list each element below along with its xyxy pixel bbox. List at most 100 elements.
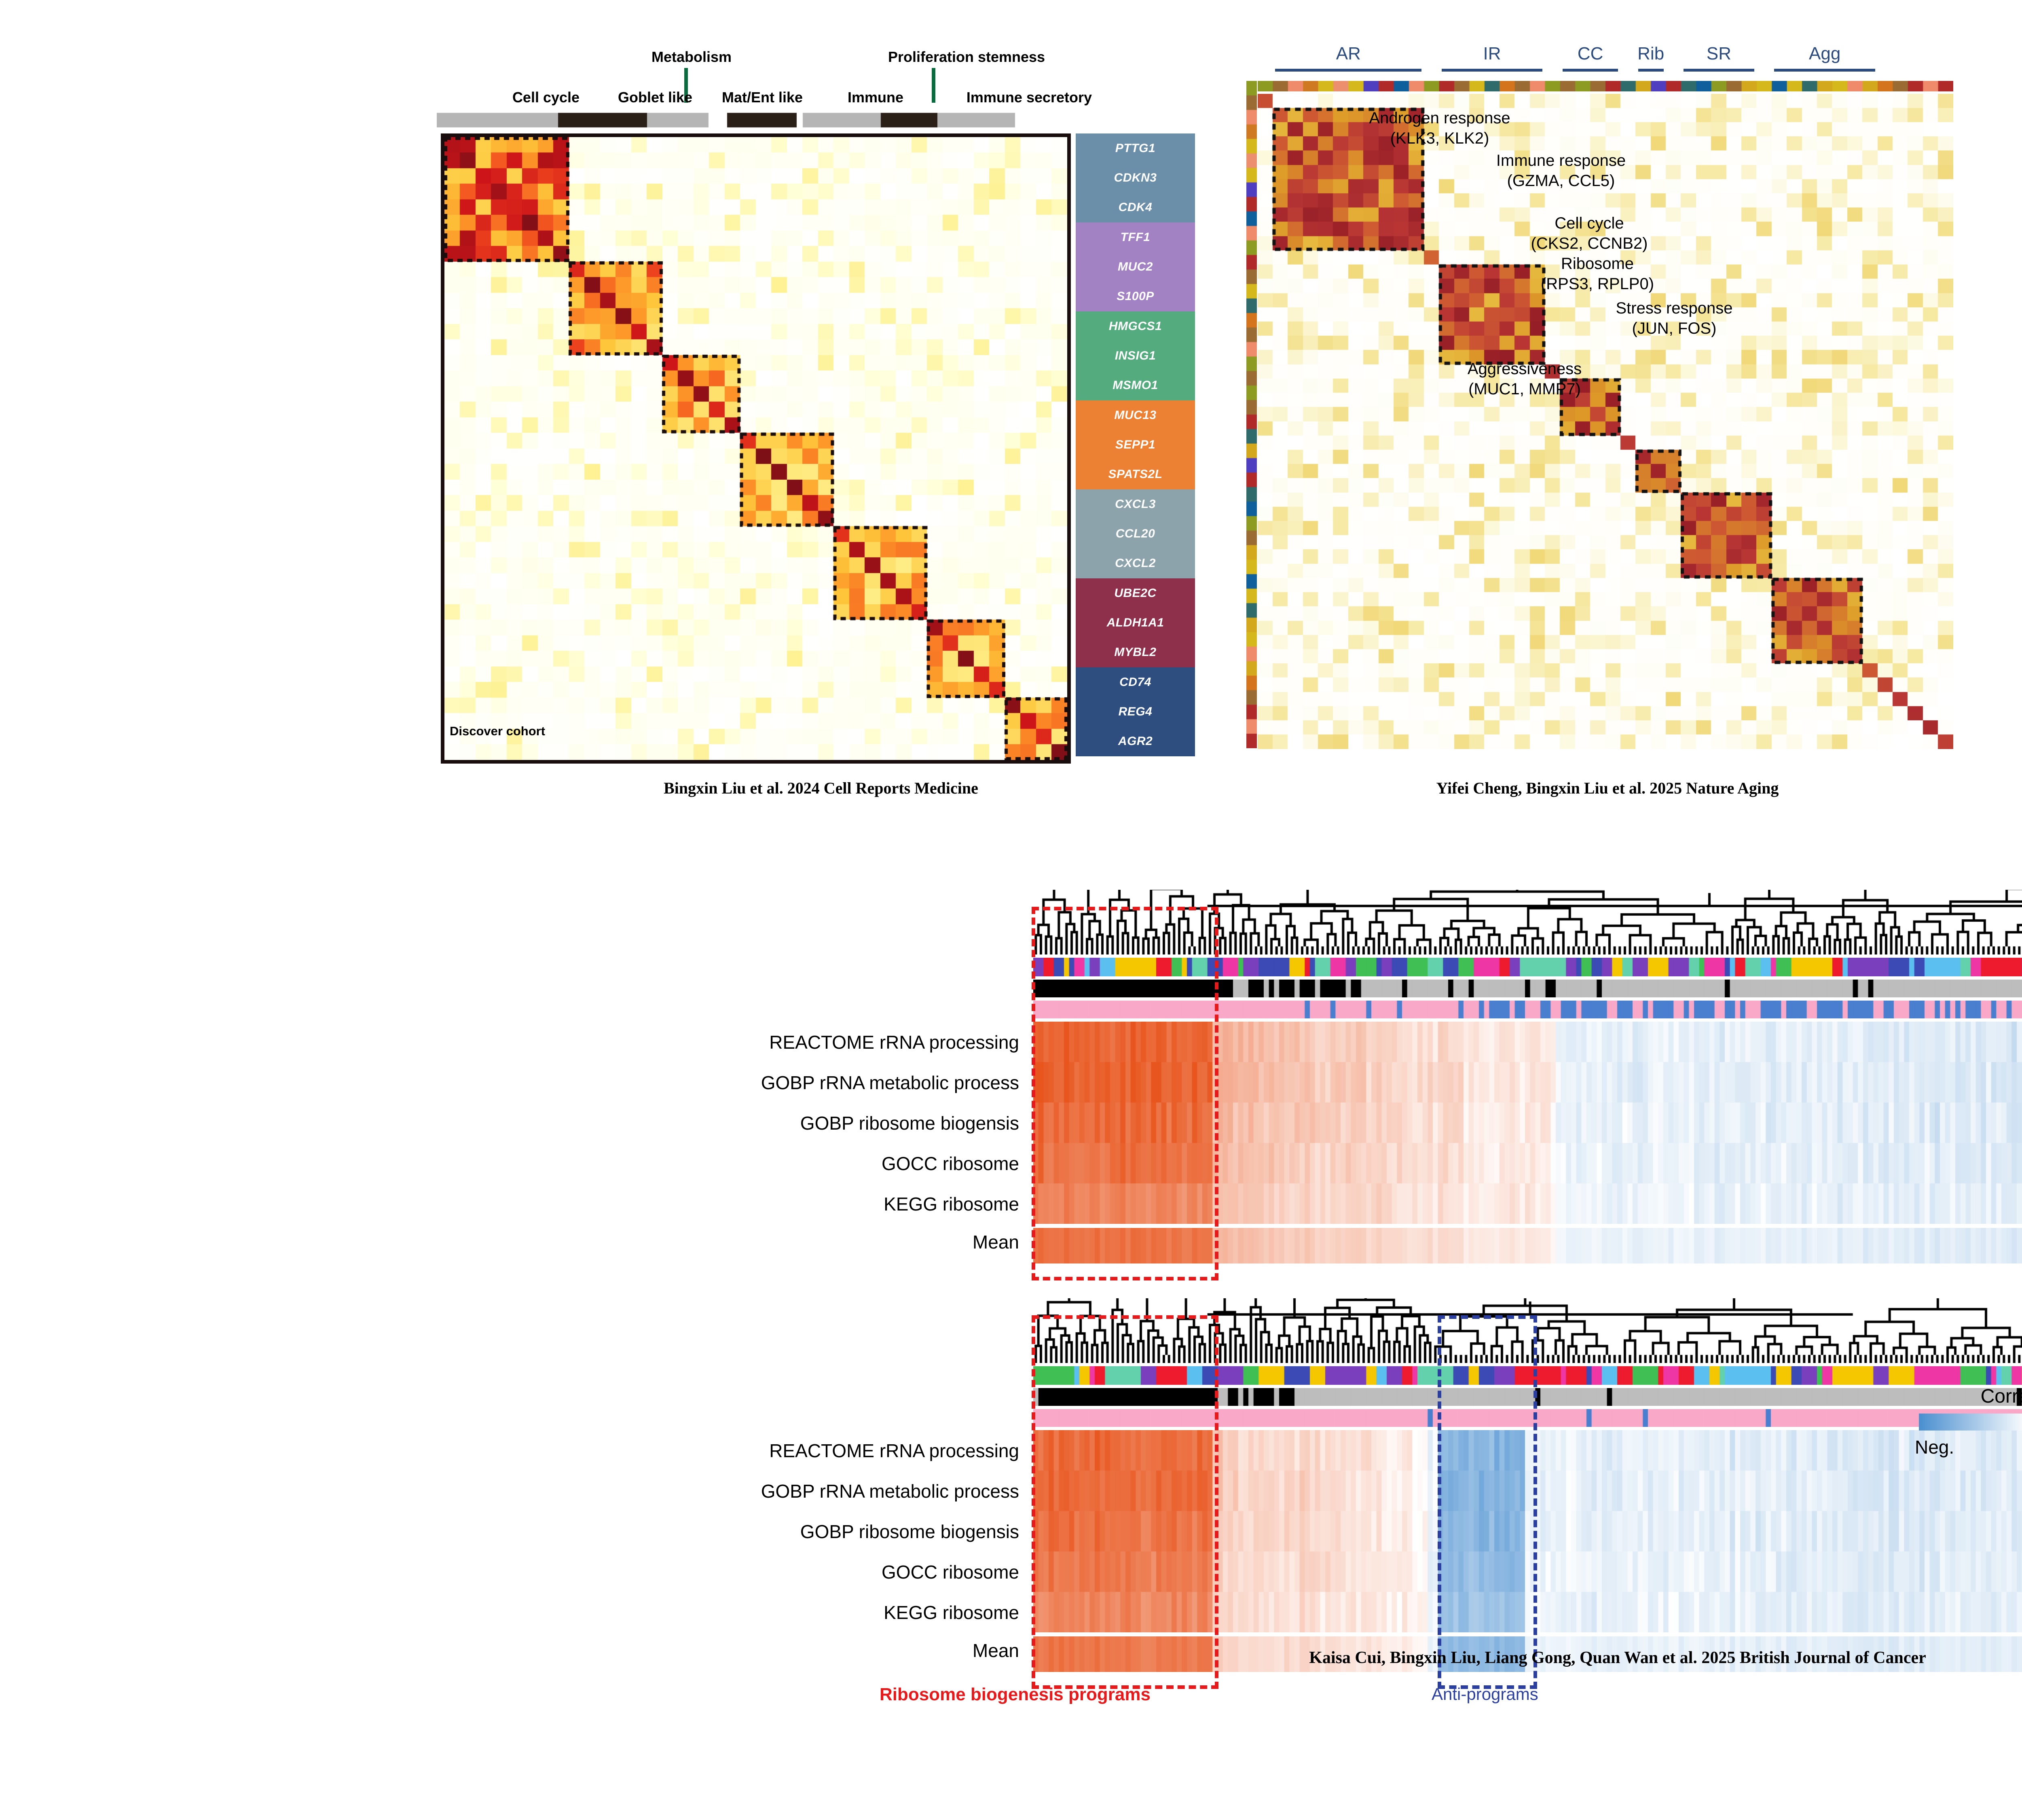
panel-b-annotation-2-genes: (GZMA, CCL5) bbox=[1507, 172, 1615, 190]
gene-label: MSMO1 bbox=[1113, 379, 1158, 392]
panel-a-top-label-cell-cycle: Cell cycle bbox=[512, 89, 580, 106]
gene-label: CD74 bbox=[1119, 675, 1151, 689]
correlation-legend: Correlation Neg. Pos. bbox=[1915, 1385, 2022, 1474]
panel-d-row-label: KEGG ribosome bbox=[884, 1194, 1019, 1215]
panel-d-lower-cancer-type-track bbox=[1033, 1366, 2022, 1385]
panel-d-row-label: GOBP rRNA metabolic process bbox=[761, 1481, 1019, 1502]
panel-a: Metabolism Proliferation stemness Cell c… bbox=[421, 40, 1221, 777]
panel-b-program-label-agg: Agg bbox=[1809, 44, 1841, 63]
panel-d-upper-over10-track bbox=[1033, 1001, 2022, 1018]
panel-b-annotation-5-title: Stress response bbox=[1616, 299, 1733, 317]
panel-d-lower-heatmap bbox=[1033, 1430, 2022, 1632]
panel-b-left-annotation-strip bbox=[1246, 81, 1257, 748]
gene-label: REG4 bbox=[1118, 705, 1153, 718]
panel-a-group-bar bbox=[437, 111, 1068, 129]
panel-b-cluster-annotations: Androgen response (KLK3, KLK2) Immune resp… bbox=[1242, 40, 1969, 777]
panel-a-top-label-metabolism: Metabolism bbox=[651, 49, 732, 65]
panel-b-caption: Yifei Cheng, Bingxin Liu et al. 2025 Nat… bbox=[1436, 779, 1779, 797]
gene-group-5: CXCL3 CCL20 CXCL2 bbox=[1076, 489, 1195, 578]
panel-b-annotation-3-genes: (CKS2, CCNB2) bbox=[1531, 235, 1648, 252]
panel-d-row-label: Mean bbox=[972, 1232, 1019, 1253]
panel-b-program-underline bbox=[1683, 69, 1754, 72]
panel-a-top-label-goblet-like: Goblet like bbox=[618, 89, 693, 106]
panel-b-program-label-ar: AR bbox=[1336, 44, 1361, 63]
gene-label: CXCL2 bbox=[1115, 557, 1156, 570]
panel-a-heatmap bbox=[441, 133, 1071, 764]
panel-b-program-labels: AR IR CC Rib SR Agg bbox=[1242, 40, 1969, 93]
gene-group-4: MUC13 SEPP1 SPATS2L bbox=[1076, 400, 1195, 489]
gene-label: HMGCS1 bbox=[1108, 319, 1162, 333]
panel-d-lower-mean-row bbox=[1033, 1636, 2022, 1672]
panel-b-program-underline bbox=[1441, 69, 1543, 72]
panel-b: AR IR CC Rib SR Agg Androgen response (KLK3, K… bbox=[1242, 40, 1969, 777]
gene-label: SPATS2L bbox=[1108, 468, 1163, 481]
panel-b-annotation-4-genes: (RPS3, RPLP0) bbox=[1540, 275, 1654, 293]
panel-a-top-label-immune-secretory: Immune secretory bbox=[966, 89, 1092, 106]
panel-d-row-label: GOBP ribosome biogensis bbox=[800, 1113, 1019, 1134]
panel-d-upper-dendrogram bbox=[1033, 890, 2022, 954]
panel-a-top-label-mat-ent-like: Mat/Ent like bbox=[721, 89, 803, 106]
panel-d-row-label: REACTOME rRNA processing bbox=[769, 1440, 1019, 1461]
panel-d-caption: Kaisa Cui, Bingxin Liu, Liang Gong, Quan… bbox=[1309, 1649, 1926, 1667]
correlation-legend-min: Neg. bbox=[1915, 1437, 1954, 1458]
panel-b-program-underline bbox=[1774, 69, 1876, 72]
panel-b-program-label-cc: CC bbox=[1577, 44, 1603, 63]
gene-label: MUC13 bbox=[1114, 408, 1157, 422]
panel-b-annotation-3-title: Cell cycle bbox=[1555, 214, 1624, 232]
panel-d-row-label: GOBP ribosome biogensis bbox=[800, 1521, 1019, 1542]
gene-label: MUC2 bbox=[1117, 260, 1153, 273]
panel-d-row-label: Mean bbox=[972, 1640, 1019, 1661]
correlation-colorbar-gradient bbox=[1919, 1414, 2022, 1431]
gene-label: CXCL3 bbox=[1115, 497, 1156, 511]
panel-a-caption: Bingxin Liu et al. 2024 Cell Reports Med… bbox=[664, 779, 978, 797]
panel-b-program-underline bbox=[1638, 69, 1664, 72]
gene-label: AGR2 bbox=[1118, 734, 1153, 748]
panel-d: REACTOME rRNA processing GOBP rRNA metabo… bbox=[0, 882, 2022, 1704]
panel-b-annotation-2-title: Immune response bbox=[1496, 152, 1626, 169]
gene-label: PTTG1 bbox=[1115, 141, 1156, 155]
gene-group-2: TFF1 MUC2 S100P bbox=[1076, 222, 1195, 311]
gene-group-7: CD74 REG4 AGR2 bbox=[1076, 667, 1195, 756]
correlation-legend-title: Correlation bbox=[1980, 1386, 2022, 1407]
gene-label: ALDH1A1 bbox=[1106, 616, 1164, 629]
panel-d-lower-over10-track bbox=[1033, 1409, 2022, 1427]
bracket-label-anti-programs: Anti-programs bbox=[1432, 1685, 1538, 1704]
panel-d-upper-block bbox=[1033, 890, 2022, 1270]
gene-label: UBE2C bbox=[1114, 586, 1157, 600]
panel-d-row-label: KEGG ribosome bbox=[884, 1602, 1019, 1623]
panel-b-top-annotation-strip bbox=[1258, 81, 1953, 91]
gene-label: CCL20 bbox=[1115, 527, 1155, 540]
panel-d-row-label: GOCC ribosome bbox=[882, 1153, 1019, 1174]
panel-a-cohort-label: Discover cohort bbox=[450, 724, 546, 738]
tick-metabolism bbox=[684, 68, 688, 103]
panel-b-program-underline bbox=[1275, 69, 1422, 72]
panel-b-program-label-sr: SR bbox=[1706, 44, 1731, 63]
gene-group-6: UBE2C ALDH1A1 MYBL2 bbox=[1076, 578, 1195, 667]
gene-label: CDK4 bbox=[1118, 201, 1153, 214]
panel-a-top-label-proliferation-stemness: Proliferation stemness bbox=[888, 49, 1045, 65]
gene-label: S100P bbox=[1117, 290, 1154, 303]
panel-b-annotation-4-title: Ribosome bbox=[1561, 255, 1634, 273]
panel-d-lower-mean-maxed-track bbox=[1033, 1388, 2022, 1406]
panel-d-lower-row-labels: REACTOME rRNA processing GOBP rRNA metabo… bbox=[558, 1430, 1027, 1681]
panel-d-upper-mean-maxed-track bbox=[1033, 980, 2022, 997]
panel-b-annotation-1-title: Androgen response bbox=[1369, 109, 1510, 127]
panel-b-heatmap bbox=[1258, 94, 1953, 749]
panel-b-program-label-rib: Rib bbox=[1637, 44, 1665, 63]
gene-label: SEPP1 bbox=[1115, 438, 1156, 451]
gene-label: MYBL2 bbox=[1114, 645, 1157, 659]
gene-label: TFF1 bbox=[1120, 230, 1151, 244]
gene-group-3: HMGCS1 INSIG1 MSMO1 bbox=[1076, 311, 1195, 400]
panel-d-upper-cancer-type-track bbox=[1033, 958, 2022, 976]
gene-label: INSIG1 bbox=[1115, 349, 1156, 362]
panel-d-upper-row-labels: REACTOME rRNA processing GOBP rRNA metabo… bbox=[558, 1022, 1027, 1272]
tick-proliferation-stemness bbox=[932, 68, 935, 103]
panel-d-lower-block bbox=[1033, 1298, 2022, 1678]
panel-b-annotation-6-genes: (MUC1, MMP7) bbox=[1468, 380, 1581, 398]
panel-d-upper-heatmap bbox=[1033, 1022, 2022, 1224]
panel-d-row-label: GOCC ribosome bbox=[882, 1562, 1019, 1583]
panel-d-lower-dendrogram bbox=[1033, 1298, 2022, 1363]
panel-d-row-label: REACTOME rRNA processing bbox=[769, 1032, 1019, 1053]
panel-b-program-underline bbox=[1562, 69, 1618, 72]
panel-a-top-label-immune: Immune bbox=[847, 89, 904, 106]
